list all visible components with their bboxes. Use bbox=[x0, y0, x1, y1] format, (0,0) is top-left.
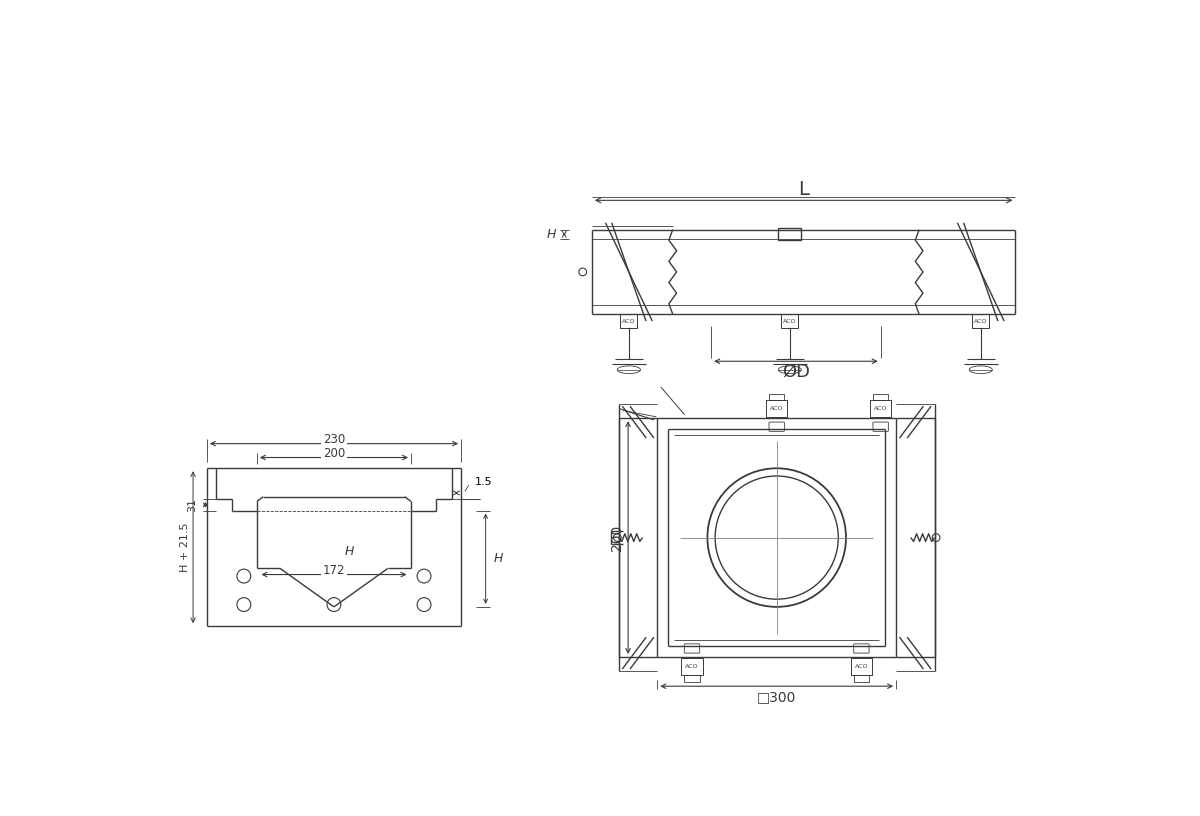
Text: ACO: ACO bbox=[974, 319, 988, 324]
Bar bbox=[779, 228, 802, 241]
Text: 200: 200 bbox=[323, 447, 346, 460]
Bar bbox=[972, 314, 989, 328]
Text: L: L bbox=[798, 180, 809, 199]
Text: 1.5: 1.5 bbox=[475, 477, 492, 487]
Text: ACO: ACO bbox=[784, 319, 797, 324]
Text: H: H bbox=[344, 545, 354, 558]
Text: ACO: ACO bbox=[770, 406, 784, 410]
Text: ACO: ACO bbox=[874, 406, 888, 410]
Text: H: H bbox=[547, 228, 557, 241]
Bar bbox=[853, 676, 869, 681]
Bar bbox=[851, 659, 872, 676]
Bar bbox=[769, 393, 785, 400]
Bar bbox=[870, 400, 892, 417]
Text: ACO: ACO bbox=[854, 664, 868, 669]
Text: ACO: ACO bbox=[622, 319, 636, 324]
Text: 172: 172 bbox=[323, 564, 346, 577]
Text: 200: 200 bbox=[611, 525, 624, 551]
Bar bbox=[872, 393, 888, 400]
Bar bbox=[781, 314, 798, 328]
Bar bbox=[682, 659, 703, 676]
Bar bbox=[766, 400, 787, 417]
Text: 31: 31 bbox=[187, 498, 198, 512]
Text: H: H bbox=[493, 552, 503, 565]
Bar bbox=[620, 314, 637, 328]
Text: H + 21.5: H + 21.5 bbox=[180, 522, 190, 572]
Text: ACO: ACO bbox=[685, 664, 698, 669]
Text: □300: □300 bbox=[757, 690, 797, 704]
Text: 230: 230 bbox=[323, 432, 346, 446]
Bar bbox=[684, 676, 700, 681]
Text: ØD: ØD bbox=[782, 363, 810, 381]
